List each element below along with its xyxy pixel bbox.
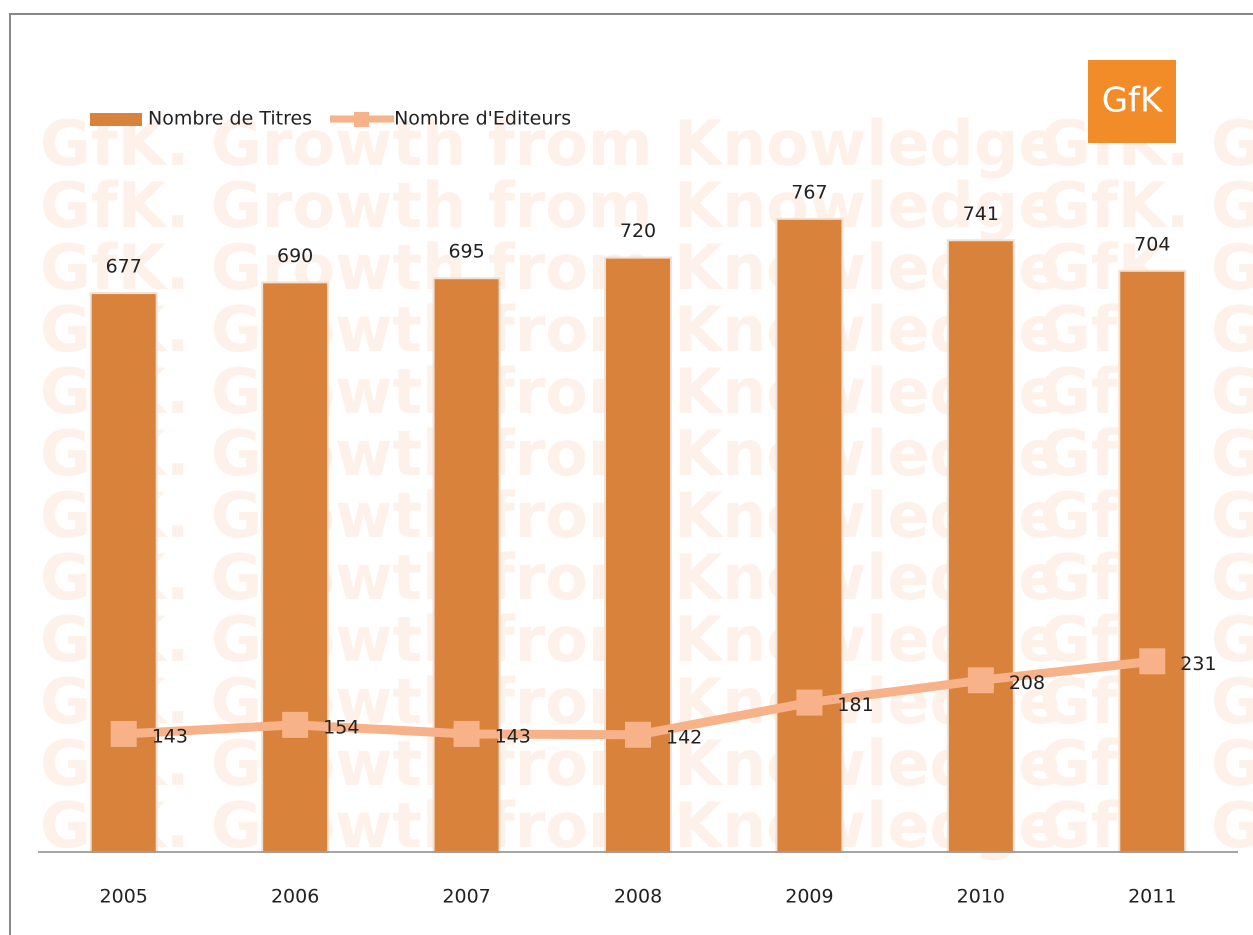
line-marker <box>625 721 651 748</box>
data-label: 695 <box>448 241 484 263</box>
watermark-text: GfK. Growth from Knowledge <box>40 541 1060 614</box>
line-marker <box>1139 648 1166 675</box>
watermark-text: GfK. Growth from Knowledge <box>40 107 1060 180</box>
data-label: 142 <box>666 726 702 748</box>
watermark-text: GfK. Growth from Knowledge <box>40 479 1060 552</box>
data-label: 677 <box>106 256 142 278</box>
watermark-text: GfK. Growth from Knowledge <box>40 293 1060 366</box>
line-marker <box>282 711 309 738</box>
bar <box>261 281 330 854</box>
watermark-text: GfK. Growth from Knowledge <box>40 603 1060 676</box>
data-label: 143 <box>152 725 188 747</box>
line-marker <box>796 689 823 716</box>
legend-swatch <box>90 113 142 126</box>
x-tick-label: 2009 <box>785 886 833 908</box>
x-tick-label: 2011 <box>1128 886 1176 908</box>
data-label: 143 <box>495 725 531 747</box>
x-tick-label: 2008 <box>614 886 662 908</box>
data-label: 704 <box>1134 233 1170 255</box>
x-tick-label: 2006 <box>271 886 319 908</box>
bar <box>946 239 1015 854</box>
data-label: 154 <box>323 716 359 738</box>
legend-label: Nombre de Titres <box>148 108 312 130</box>
watermark-text: GfK. Growth from Knowledge <box>40 231 1060 304</box>
logo: GfK <box>1102 81 1164 121</box>
line-marker <box>110 720 137 747</box>
x-tick-label: 2010 <box>957 886 1005 908</box>
data-label: 208 <box>1009 672 1045 694</box>
data-label: 720 <box>620 220 656 242</box>
watermark-text: GfK. Growth from Knowledge <box>1040 169 1253 242</box>
data-label: 767 <box>791 181 827 203</box>
bar <box>775 217 844 853</box>
watermark-text: GfK. Growth from Knowledge <box>40 727 1060 800</box>
bar <box>89 292 158 853</box>
x-tick-label: 2005 <box>100 886 148 908</box>
bar <box>604 256 672 854</box>
data-label: 741 <box>963 203 999 225</box>
line-marker <box>453 720 480 747</box>
logo-box <box>1088 60 1176 143</box>
watermark-text: GfK. Growth from Knowledge <box>40 789 1060 862</box>
watermark-text: GfK. Growth from Knowledge <box>40 169 1060 242</box>
bar <box>432 277 501 853</box>
data-label: 690 <box>277 245 313 267</box>
watermark-text: GfK. Growth from Knowledge <box>40 355 1060 428</box>
legend-label: Nombre d'Editeurs <box>394 108 571 130</box>
data-label: 181 <box>837 694 873 716</box>
legend-swatch <box>354 112 370 127</box>
watermark-text: GfK. Growth from Knowledge <box>40 417 1060 490</box>
x-tick-label: 2007 <box>442 886 490 908</box>
bar <box>1118 269 1187 853</box>
line-marker <box>967 667 994 694</box>
data-label: 231 <box>1180 653 1216 675</box>
